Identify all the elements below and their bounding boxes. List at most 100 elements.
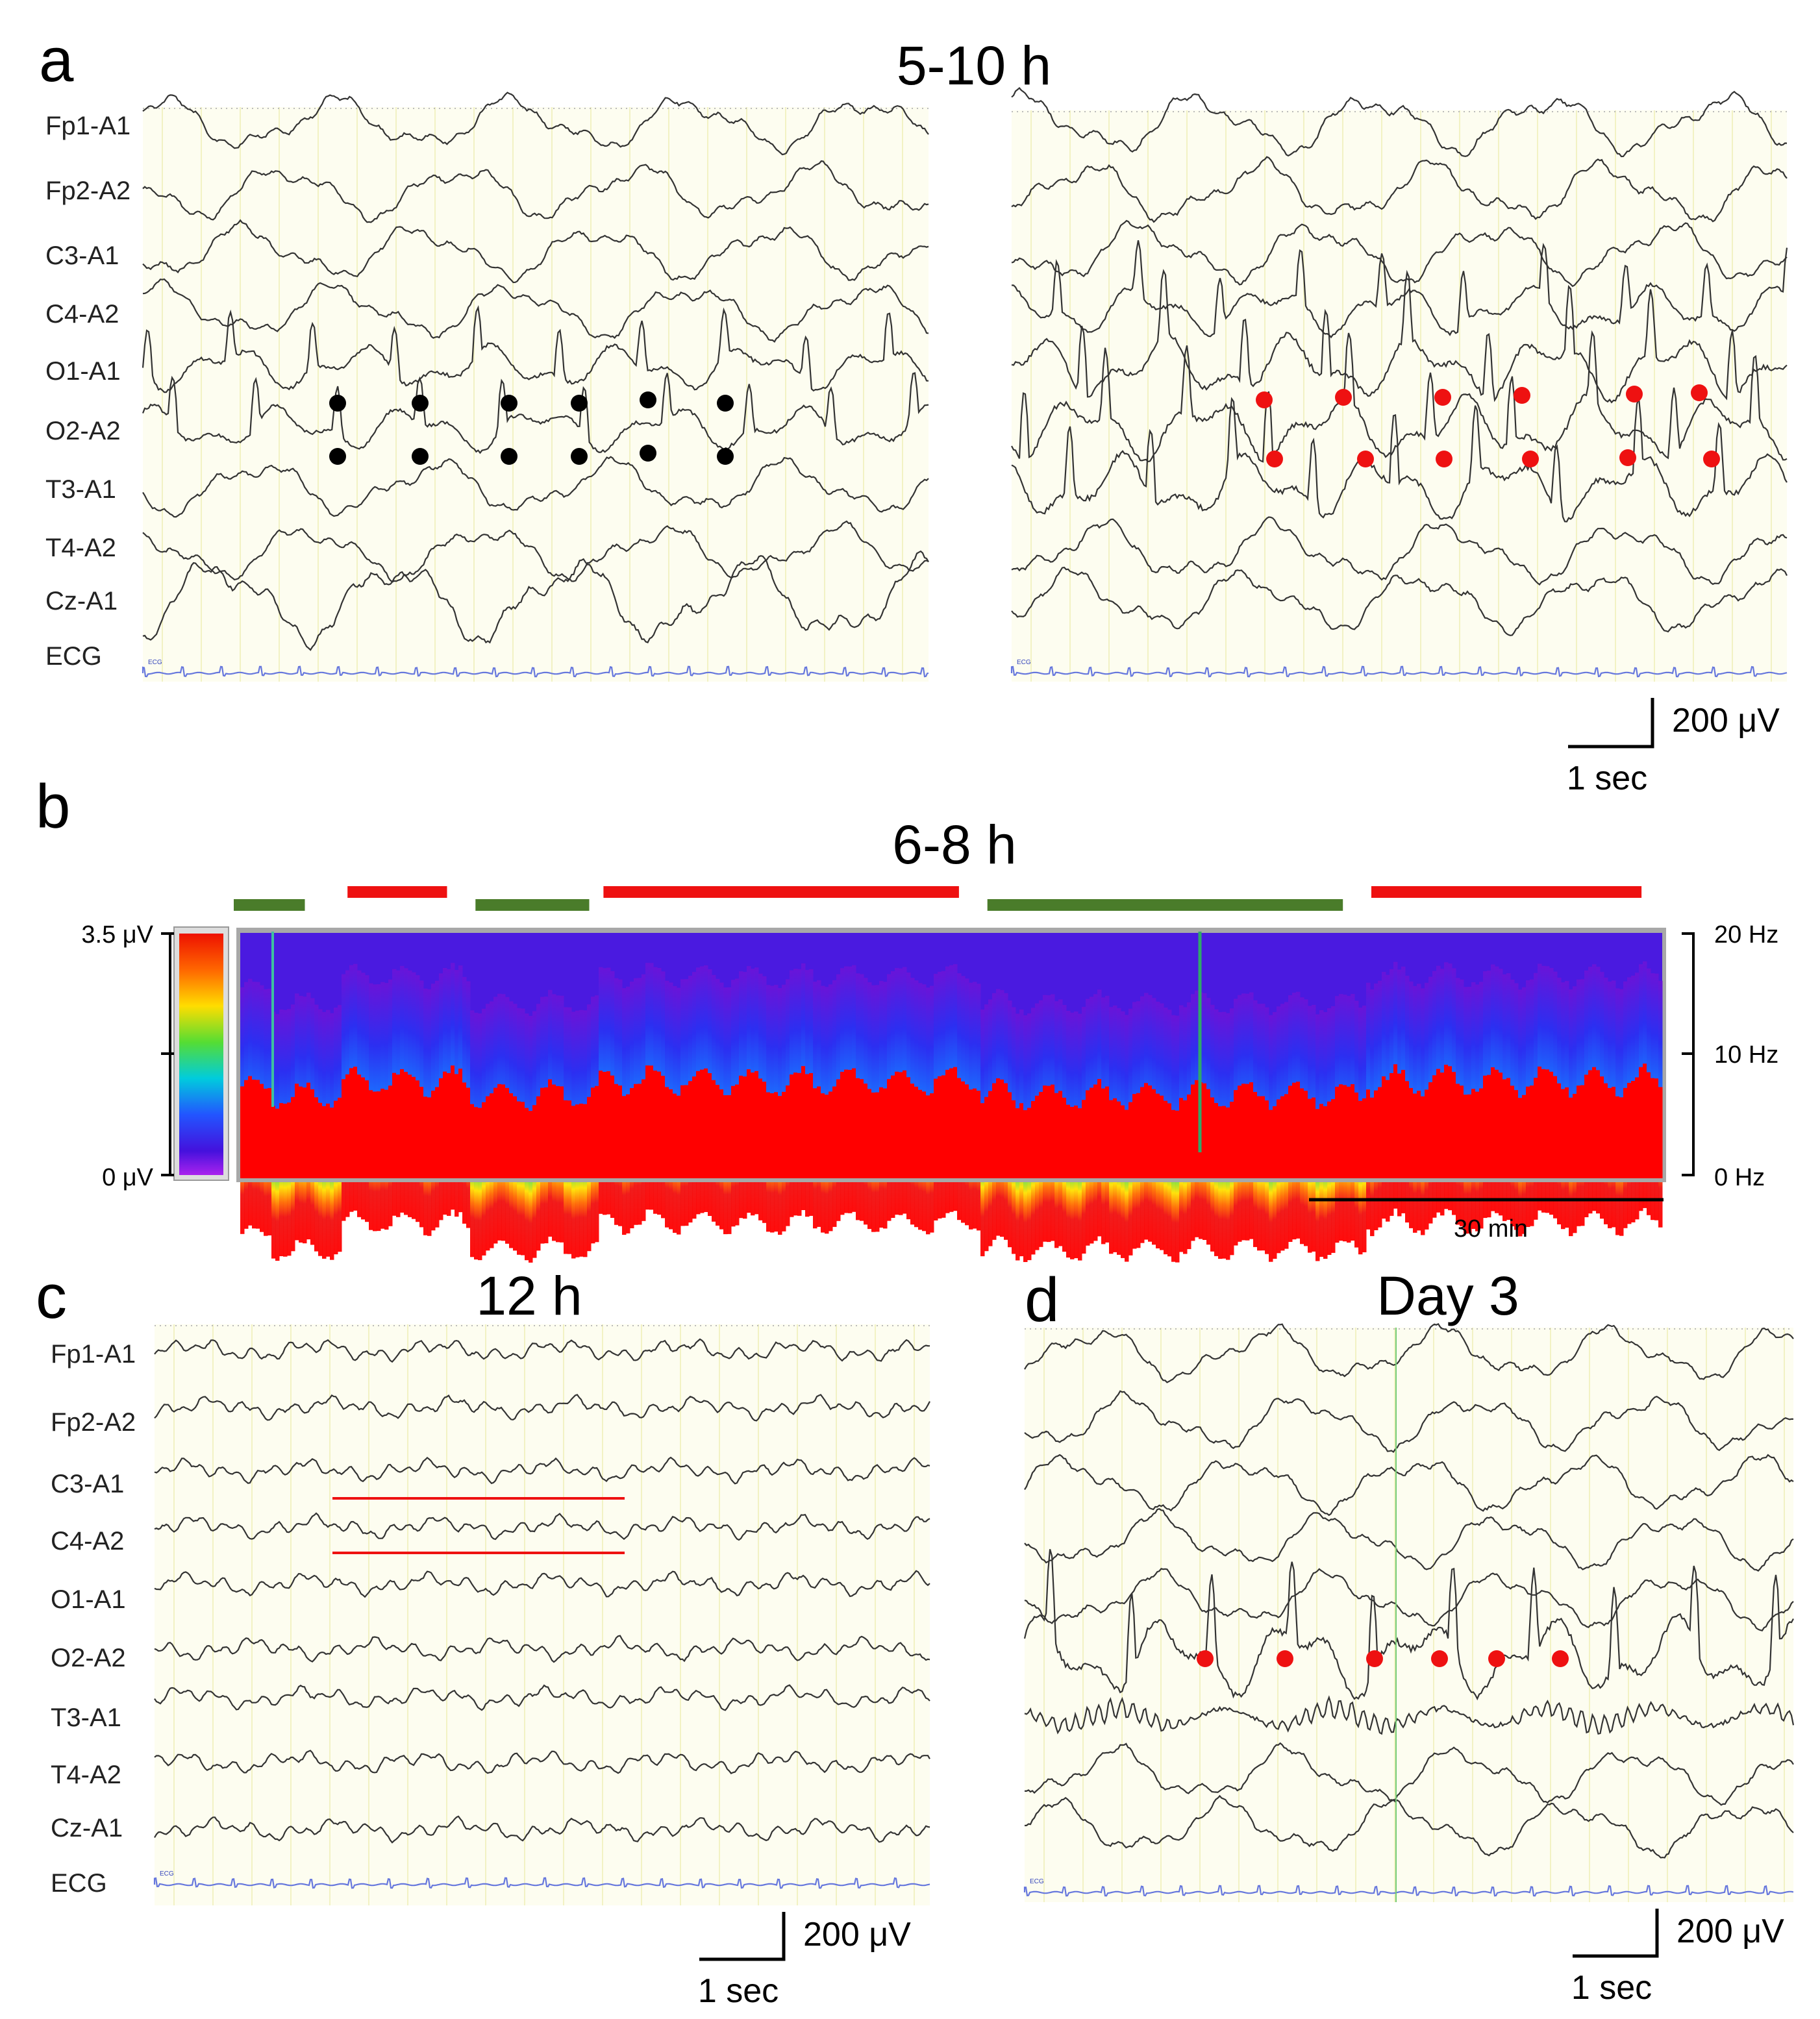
spectrogram-low-band <box>342 1079 346 1178</box>
spectrogram-low-band <box>318 1102 323 1178</box>
spectrogram-low-band <box>1627 1083 1632 1178</box>
spectrogram-low-band <box>852 1068 856 1178</box>
spectrogram-low-band <box>1631 1081 1636 1178</box>
ecg-tag: ECG <box>1017 659 1031 666</box>
eeg-trace-8 <box>1011 566 1788 636</box>
spectrogram-low-band <box>969 1089 973 1178</box>
spectrogram-low-band <box>1308 1098 1312 1178</box>
eeg-background <box>1025 1328 1793 1902</box>
spectrogram-low-band <box>310 1089 315 1178</box>
spike-marker <box>329 448 346 465</box>
eeg-trace-5 <box>142 372 929 454</box>
spectrogram-low-band <box>918 1089 923 1178</box>
spectrogram-low-band <box>240 1086 245 1178</box>
spectrogram-low-band <box>875 1092 880 1178</box>
panel-a-channel-labels: Fp1-A1 Fp2-A2 C3-A1 C4-A2 O1-A1 O2-A2 T3-A1 T4-… <box>45 112 131 671</box>
spectrogram-low-band <box>529 1111 533 1178</box>
eeg-background <box>143 107 929 682</box>
spectrogram-low-band <box>1035 1095 1040 1178</box>
state-bar-green <box>475 899 590 911</box>
spectrogram-low-band <box>1553 1076 1558 1178</box>
panel-c-title: 12 h <box>476 1265 582 1326</box>
spectrogram-low-band <box>1269 1109 1273 1178</box>
spectrogram-low-band <box>1339 1084 1343 1178</box>
spectrogram-low-band <box>1370 1097 1375 1178</box>
channel-label: Cz-A1 <box>45 587 118 615</box>
eeg-trace-7 <box>1011 516 1788 586</box>
spectrogram-low-band <box>1615 1096 1620 1178</box>
spectrogram-low-band <box>770 1093 775 1178</box>
spectrogram-low-band <box>1651 1078 1655 1178</box>
spectrogram-low-band <box>1573 1093 1577 1178</box>
scale-bar-lines <box>699 1912 786 1961</box>
spectrogram-low-band <box>244 1080 249 1178</box>
spectrogram-low-band <box>934 1078 938 1178</box>
spectrogram-low-band <box>988 1091 993 1178</box>
spectrogram-low-band <box>614 1084 619 1178</box>
spectrogram-low-band <box>1175 1110 1180 1178</box>
spectrogram-low-band <box>836 1079 841 1178</box>
spectrogram-low-band <box>766 1092 771 1178</box>
spectrogram-low-band <box>1195 1080 1199 1178</box>
spectrogram-low-band <box>1280 1096 1285 1178</box>
spectrogram-low-band <box>1456 1084 1460 1178</box>
frequency-tick-label: 10 Hz <box>1714 1041 1778 1069</box>
spectrogram-low-band <box>1436 1069 1441 1178</box>
frequency-axis <box>1682 932 1695 1176</box>
spectrogram-low-band <box>396 1074 401 1178</box>
spectrogram-low-band <box>1070 1106 1075 1178</box>
spectrogram-low-band <box>754 1071 759 1178</box>
spectrogram-low-band <box>1588 1070 1593 1178</box>
spectrogram-low-band <box>879 1087 884 1178</box>
spectrogram-low-band <box>1304 1091 1308 1178</box>
spectrogram-low-band <box>419 1087 424 1178</box>
ecg-trace <box>1023 1885 1794 1897</box>
spectrogram-low-band <box>1066 1104 1071 1178</box>
spectrogram-low-band <box>1206 1089 1211 1178</box>
spectrogram-low-band <box>1327 1101 1332 1178</box>
spike-marker <box>1256 391 1273 408</box>
spectrogram-low-band <box>953 1067 958 1178</box>
spectrogram-low-band <box>466 1087 471 1178</box>
ecg-trace <box>153 1877 930 1889</box>
channel-label: Fp2-A2 <box>45 177 131 205</box>
spectrogram-low-band <box>1428 1082 1433 1178</box>
panel-d-label: d <box>1025 1265 1059 1335</box>
spectrogram-low-band <box>1058 1091 1063 1178</box>
spectrogram-low-band <box>1277 1099 1281 1178</box>
spectrogram-low-band <box>1382 1076 1386 1178</box>
spectrogram-low-band <box>809 1072 814 1178</box>
spectrogram-low-band <box>817 1086 821 1178</box>
spectrogram-low-band <box>747 1069 751 1178</box>
eeg-trace-2 <box>142 219 929 284</box>
spectrogram-low-band <box>392 1072 397 1178</box>
ecg-tag: ECG <box>148 659 162 666</box>
spectrogram-low-band <box>1078 1108 1082 1178</box>
state-bar-red <box>603 886 959 898</box>
spectrogram-low-band <box>630 1088 634 1178</box>
scale-time: 1 sec <box>698 1972 779 2010</box>
channel-label: ECG <box>51 1869 107 1898</box>
spectrogram-low-band <box>665 1087 669 1178</box>
spectrogram-low-band <box>669 1089 673 1178</box>
panel-c-eeg: ECG <box>153 1324 930 1905</box>
spectrogram-low-band <box>1362 1098 1367 1178</box>
eeg-trace-8 <box>1024 1794 1794 1859</box>
spectrogram-low-band <box>1538 1066 1542 1178</box>
spectrogram-low-band <box>1378 1087 1382 1178</box>
spectrogram-low-band <box>513 1096 517 1178</box>
spectrogram-low-band <box>848 1069 853 1178</box>
panel-a-right-eeg: ECG <box>1010 87 1788 682</box>
spectrogram-low-band <box>412 1076 416 1178</box>
spectrogram-low-band <box>1612 1087 1616 1178</box>
state-bar-green <box>987 899 1343 911</box>
time-scale-label: 30 min <box>1454 1215 1528 1243</box>
spectrogram-low-band <box>727 1095 732 1178</box>
spectrogram-low-band <box>1183 1100 1188 1178</box>
spectrogram-low-band <box>774 1092 779 1178</box>
spike-marker <box>640 445 656 462</box>
channel-label: Cz-A1 <box>51 1814 123 1842</box>
spectrogram-low-band <box>731 1085 736 1178</box>
spectrogram-low-band <box>295 1084 299 1178</box>
spectrogram-low-band <box>1039 1091 1043 1178</box>
